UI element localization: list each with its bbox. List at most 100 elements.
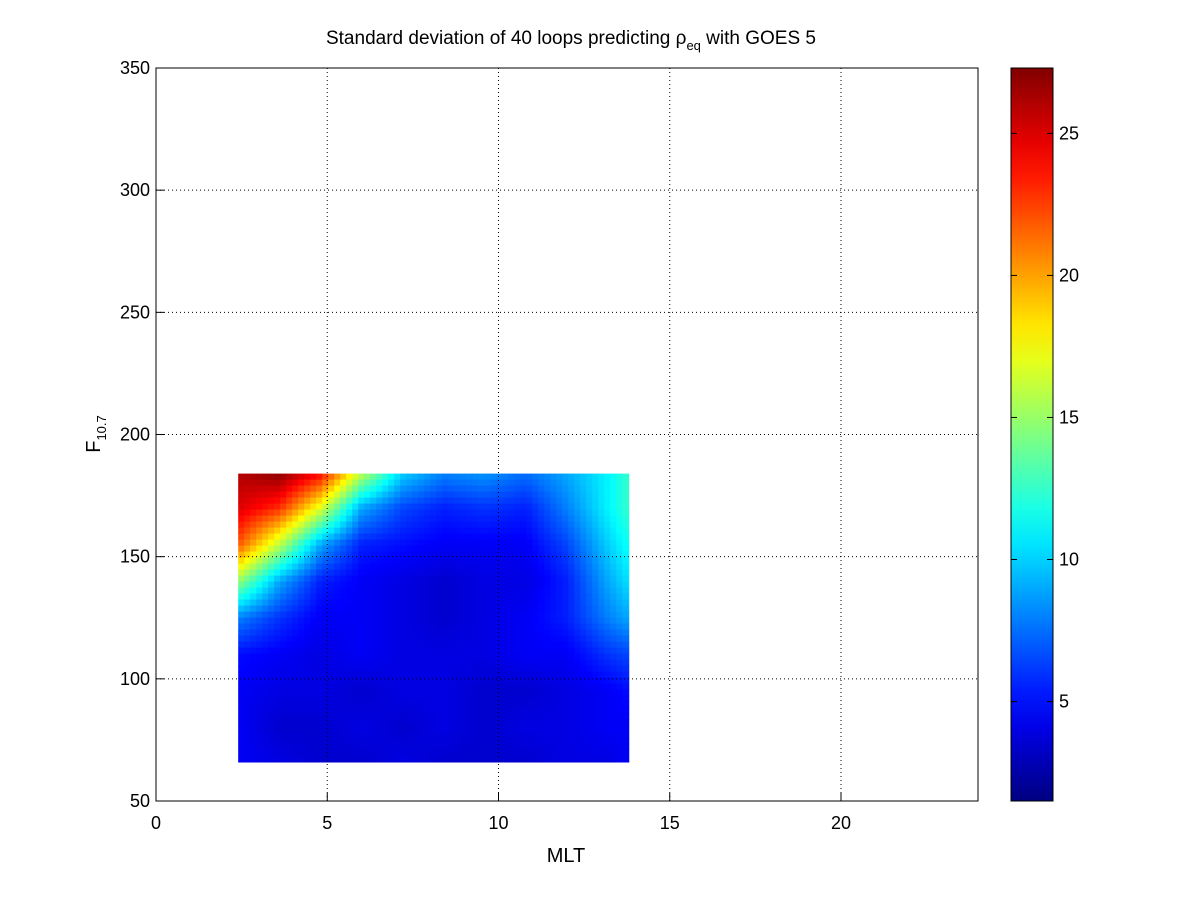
heatmap-cell [262, 617, 269, 625]
heatmap-cell [286, 545, 293, 553]
heatmap-cell [268, 503, 275, 511]
heatmap-cell [418, 641, 425, 649]
heatmap-cell [322, 749, 329, 757]
heatmap-cell [316, 665, 323, 673]
heatmap-cell [340, 713, 347, 721]
heatmap-cell [454, 713, 461, 721]
heatmap-cell [352, 671, 359, 679]
heatmap-cell [298, 737, 305, 745]
heatmap-cell [304, 677, 311, 685]
heatmap-cell [292, 635, 299, 643]
heatmap-cell [286, 701, 293, 709]
heatmap-cell [628, 647, 630, 655]
heatmap-cell [376, 551, 383, 559]
heatmap-cell [238, 677, 245, 685]
heatmap-cell [616, 749, 623, 757]
heatmap-cell [478, 713, 485, 721]
heatmap-cell [298, 551, 305, 559]
heatmap-cell [466, 533, 473, 541]
heatmap-cell [274, 545, 281, 553]
heatmap-cell [394, 509, 401, 517]
heatmap-cell [532, 503, 539, 511]
heatmap-cell [448, 533, 455, 541]
heatmap-cell [592, 707, 599, 715]
heatmap-cell [556, 545, 563, 553]
heatmap-cell [352, 527, 359, 535]
heatmap-cell [268, 527, 275, 535]
heatmap-cell [466, 761, 473, 763]
heatmap-cell [586, 485, 593, 493]
heatmap-cell [556, 539, 563, 547]
heatmap-cell [604, 749, 611, 757]
heatmap-cell [604, 659, 611, 667]
heatmap-cell [550, 707, 557, 715]
heatmap-cell [436, 509, 443, 517]
heatmap-cell [460, 485, 467, 493]
heatmap-cell [574, 503, 581, 511]
heatmap-cell [358, 761, 365, 763]
heatmap-cell [586, 629, 593, 637]
heatmap-cell [502, 539, 509, 547]
heatmap-cell [484, 497, 491, 505]
heatmap-cell [532, 599, 539, 607]
heatmap-cell [544, 671, 551, 679]
heatmap-cell [376, 545, 383, 553]
heatmap-cell [340, 479, 347, 487]
heatmap-cell [490, 479, 497, 487]
heatmap-cell [382, 743, 389, 751]
heatmap-cell [286, 743, 293, 751]
heatmap-cell [544, 491, 551, 499]
heatmap-cell [508, 473, 515, 481]
heatmap-cell [412, 563, 419, 571]
heatmap-cell [400, 557, 407, 565]
heatmap-cell [292, 515, 299, 523]
heatmap-cell [544, 569, 551, 577]
heatmap-cell [550, 563, 557, 571]
heatmap-cell [262, 725, 269, 733]
heatmap-cell [610, 683, 617, 691]
heatmap-cell [628, 539, 630, 547]
heatmap-cell [388, 647, 395, 655]
heatmap-cell [364, 473, 371, 481]
heatmap-cell [316, 653, 323, 661]
heatmap-cell [412, 605, 419, 613]
heatmap-cell [316, 557, 323, 565]
heatmap-cell [442, 485, 449, 493]
heatmap-cell [328, 731, 335, 739]
heatmap-cell [592, 545, 599, 553]
heatmap-cell [520, 701, 527, 709]
heatmap-cell [346, 503, 353, 511]
heatmap-cell [484, 605, 491, 613]
heatmap-cell [586, 707, 593, 715]
heatmap-cell [526, 743, 533, 751]
heatmap-cell [478, 731, 485, 739]
heatmap-cell [520, 749, 527, 757]
heatmap-cell [586, 683, 593, 691]
heatmap-cell [574, 521, 581, 529]
heatmap-cell [442, 539, 449, 547]
heatmap-cell [514, 701, 521, 709]
heatmap-cell [250, 737, 257, 745]
heatmap-cell [292, 623, 299, 631]
heatmap-cell [490, 497, 497, 505]
heatmap-cell [472, 695, 479, 703]
heatmap-cell [442, 527, 449, 535]
heatmap-cell [352, 497, 359, 505]
heatmap-cell [358, 599, 365, 607]
heatmap-cell [514, 497, 521, 505]
heatmap-cell [244, 563, 251, 571]
heatmap-cell [430, 749, 437, 757]
heatmap-cell [250, 485, 257, 493]
heatmap-cell [556, 605, 563, 613]
heatmap-cell [418, 701, 425, 709]
heatmap-cell [316, 737, 323, 745]
heatmap-cell [304, 719, 311, 727]
heatmap-cell [556, 647, 563, 655]
heatmap-cell [544, 587, 551, 595]
heatmap-cell [598, 485, 605, 493]
heatmap-cell [400, 683, 407, 691]
heatmap-cell [436, 617, 443, 625]
heatmap-cell [502, 485, 509, 493]
heatmap-cell [334, 677, 341, 685]
